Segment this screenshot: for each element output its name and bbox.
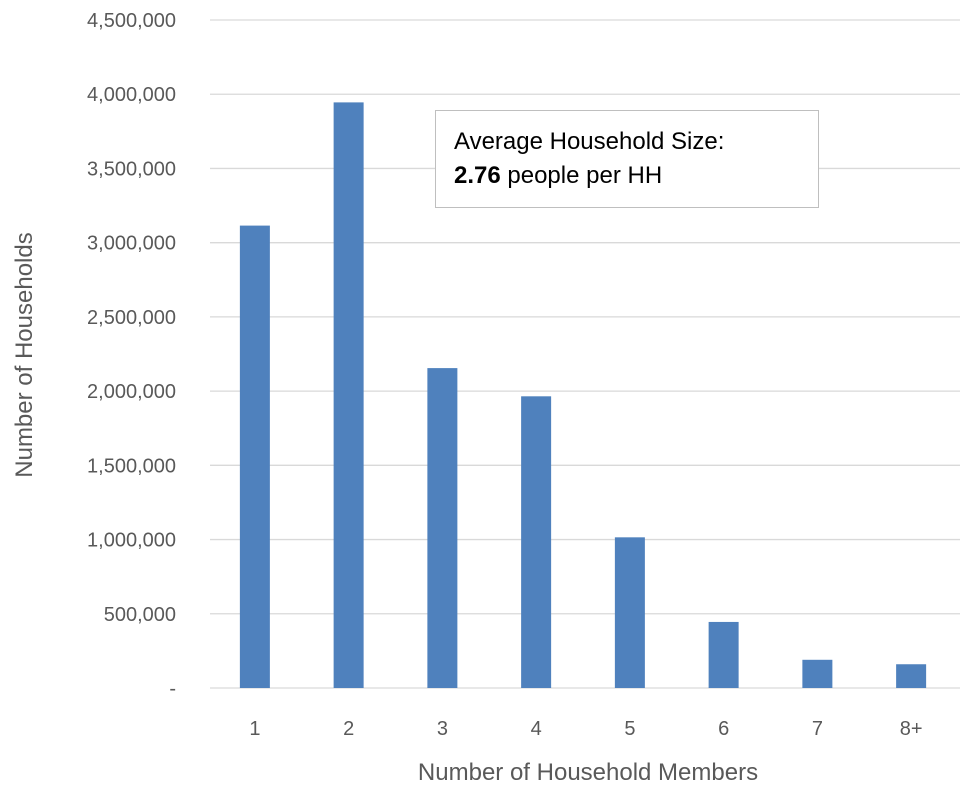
average-size-value: 2.76: [454, 162, 501, 189]
y-tick-label: 500,000: [104, 604, 176, 626]
y-tick-label: 1,500,000: [87, 455, 176, 477]
bar-6: [708, 621, 739, 688]
bar-2: [333, 102, 364, 689]
x-tick-label: 3: [437, 718, 448, 740]
bar-8+: [896, 664, 927, 688]
x-axis-title: Number of Household Members: [418, 759, 758, 786]
bar-5: [614, 537, 645, 688]
y-tick-label: -: [169, 678, 176, 700]
x-tick-label: 7: [812, 718, 823, 740]
y-tick-label: 2,500,000: [87, 307, 176, 329]
y-tick-label: 4,000,000: [87, 84, 176, 106]
x-tick-label: 8+: [900, 718, 923, 740]
y-tick-label: 1,000,000: [87, 530, 176, 552]
y-tick-label: 3,500,000: [87, 158, 176, 180]
average-household-size-annotation: Average Household Size: 2.76 people per …: [435, 110, 819, 208]
y-tick-label: 3,000,000: [87, 233, 176, 255]
x-tick-label: 5: [624, 718, 635, 740]
x-tick-label: 4: [531, 718, 542, 740]
x-tick-label: 2: [343, 718, 354, 740]
x-tick-label: 1: [249, 718, 260, 740]
x-tick-label: 6: [718, 718, 729, 740]
y-tick-label: 2,000,000: [87, 381, 176, 403]
bar-1: [239, 225, 270, 688]
annotation-line-2: 2.76 people per HH: [454, 159, 818, 193]
bar-4: [521, 396, 552, 688]
y-axis-ticks: - 500,000 1,000,000 1,500,000 2,000,000 2,500…: [87, 10, 176, 700]
y-axis-title: Number of Households: [11, 232, 38, 477]
bar-3: [427, 368, 458, 688]
annotation-suffix: people per HH: [500, 162, 663, 189]
y-tick-label: 4,500,000: [87, 10, 176, 32]
x-axis-ticks: 1 2 3 4 5 6 7 8+: [249, 718, 922, 740]
annotation-line-1: Average Household Size:: [454, 128, 725, 155]
bar-7: [802, 659, 833, 688]
bars: [239, 102, 927, 689]
